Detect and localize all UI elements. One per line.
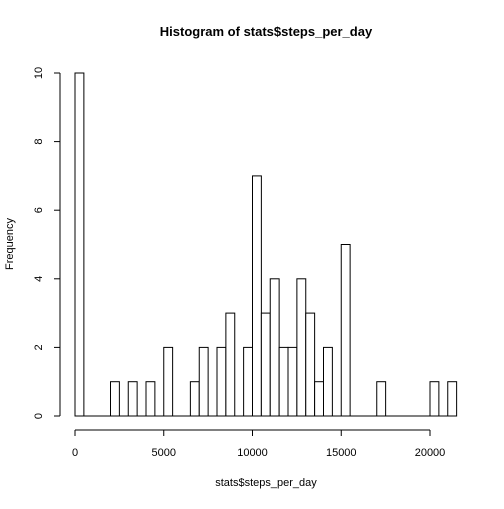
y-tick-label: 10 <box>33 67 45 79</box>
x-tick-label: 0 <box>72 447 78 459</box>
histogram-bar <box>377 382 386 416</box>
histogram-bar <box>448 382 457 416</box>
histogram-bar <box>279 347 288 416</box>
x-tick-label: 15000 <box>326 447 357 459</box>
y-axis-label: Frequency <box>4 218 16 270</box>
y-tick-label: 6 <box>33 207 45 213</box>
histogram-bar <box>306 313 315 416</box>
x-tick-label: 10000 <box>237 447 268 459</box>
histogram-bar <box>244 347 253 416</box>
histogram-bar <box>297 279 306 416</box>
chart-title: Histogram of stats$steps_per_day <box>160 24 373 39</box>
histogram-bar <box>226 313 235 416</box>
histogram-bar <box>261 313 270 416</box>
histogram-bar <box>288 347 297 416</box>
x-axis-label: stats$steps_per_day <box>215 477 317 489</box>
histogram-bar <box>199 347 208 416</box>
histogram-bar <box>217 347 226 416</box>
histogram-bar <box>430 382 439 416</box>
histogram-bar <box>324 347 333 416</box>
x-axis: 0 5000 10000 15000 20000 <box>72 430 445 459</box>
x-tick-label: 20000 <box>415 447 446 459</box>
histogram-bar <box>111 382 120 416</box>
histogram-bar <box>315 382 324 416</box>
histogram-bar <box>164 347 173 416</box>
histogram-bar <box>270 279 279 416</box>
y-tick-label: 0 <box>33 413 45 419</box>
histogram-bar <box>341 245 350 417</box>
y-tick-label: 8 <box>33 139 45 145</box>
y-tick-label: 4 <box>33 276 45 282</box>
histogram-bar <box>75 73 84 416</box>
histogram-bars <box>75 73 457 416</box>
histogram-bar <box>146 382 155 416</box>
y-tick-label: 2 <box>33 344 45 350</box>
x-tick-label: 5000 <box>152 447 176 459</box>
histogram-bar <box>253 176 262 416</box>
histogram-bar <box>128 382 137 416</box>
y-axis: 0 2 4 6 8 10 <box>33 67 60 419</box>
histogram-bar <box>190 382 199 416</box>
